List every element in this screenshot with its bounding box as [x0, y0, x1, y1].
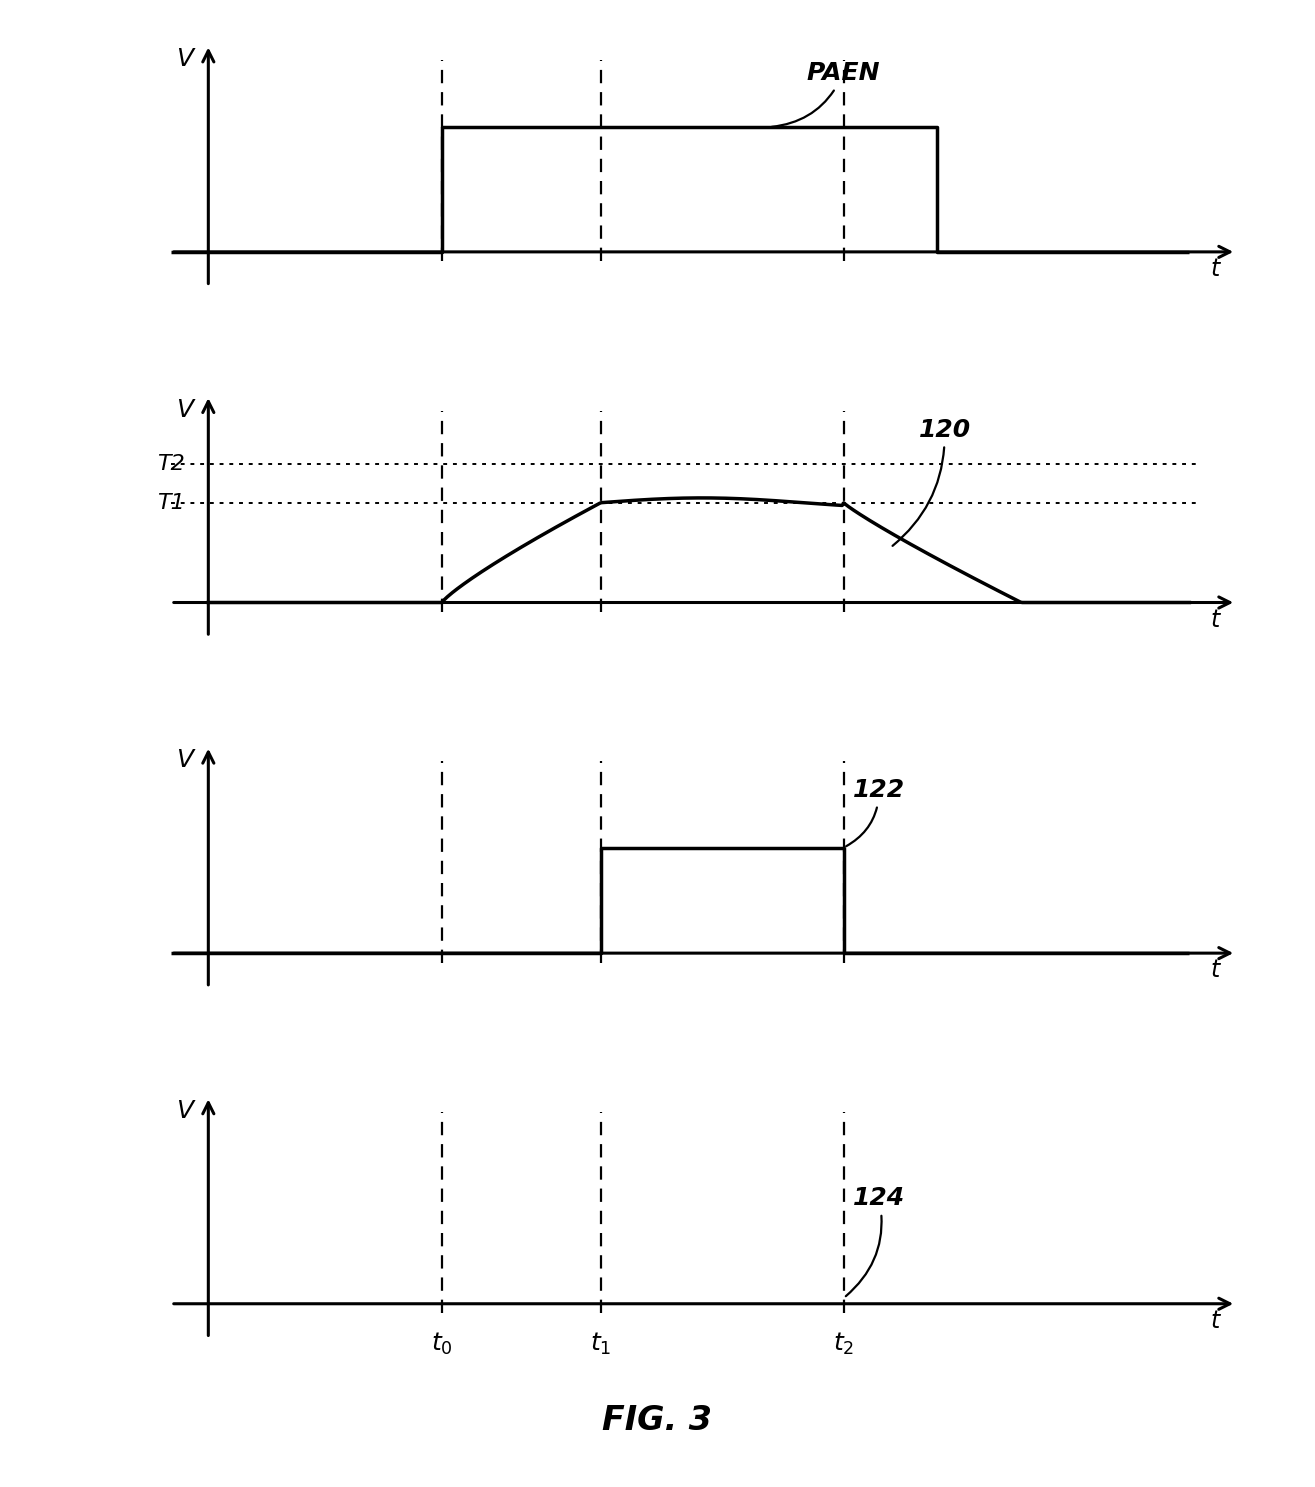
Text: t: t	[1211, 1309, 1220, 1332]
Text: $t_2$: $t_2$	[834, 1331, 855, 1356]
Text: FIG. 3: FIG. 3	[602, 1404, 713, 1436]
Text: 122: 122	[846, 778, 905, 846]
Text: $t_0$: $t_0$	[431, 1331, 452, 1356]
Text: 120: 120	[893, 418, 970, 546]
Text: V: V	[176, 1099, 193, 1123]
Text: T2: T2	[158, 455, 185, 474]
Text: t: t	[1211, 608, 1220, 632]
Text: $t_1$: $t_1$	[590, 1331, 611, 1356]
Text: t: t	[1211, 257, 1220, 281]
Text: 124: 124	[846, 1187, 905, 1297]
Text: t: t	[1211, 959, 1220, 983]
Text: PAEN: PAEN	[772, 61, 880, 126]
Text: V: V	[176, 748, 193, 772]
Text: V: V	[176, 48, 193, 71]
Text: V: V	[176, 397, 193, 422]
Text: T1: T1	[158, 492, 185, 513]
